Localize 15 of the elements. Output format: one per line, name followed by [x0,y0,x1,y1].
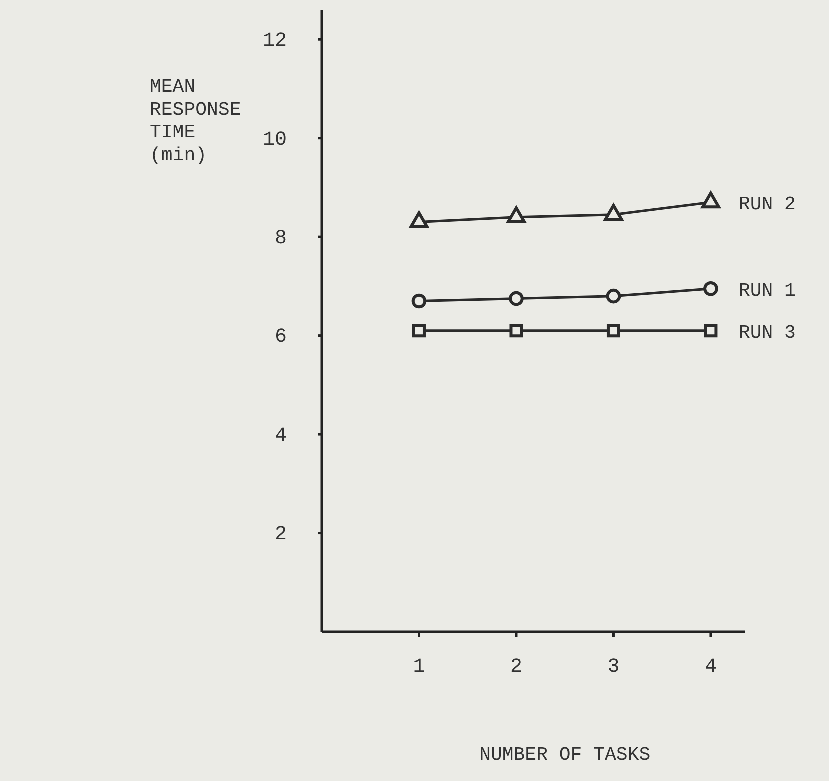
x-tick-label: 3 [608,656,620,679]
x-tick-label: 2 [510,656,522,679]
series-label: RUN 2 [738,194,796,216]
y-tick-label: 6 [274,326,287,350]
y-tick-label: 10 [262,128,287,152]
y-axis-title: MEAN RESPONSE TIME (min) [150,76,242,166]
x-tick-label: 1 [413,656,426,679]
series-label: RUN 1 [738,280,796,302]
series-label: RUN 3 [738,322,796,344]
y-tick-label: 12 [262,30,287,54]
y-tick-label: 4 [274,424,287,448]
x-tick-label: 4 [704,656,717,679]
x-axis-title: NUMBER OF TASKS [480,744,651,766]
y-tick-label: 8 [274,227,287,250]
y-tick-label: 2 [274,524,287,547]
